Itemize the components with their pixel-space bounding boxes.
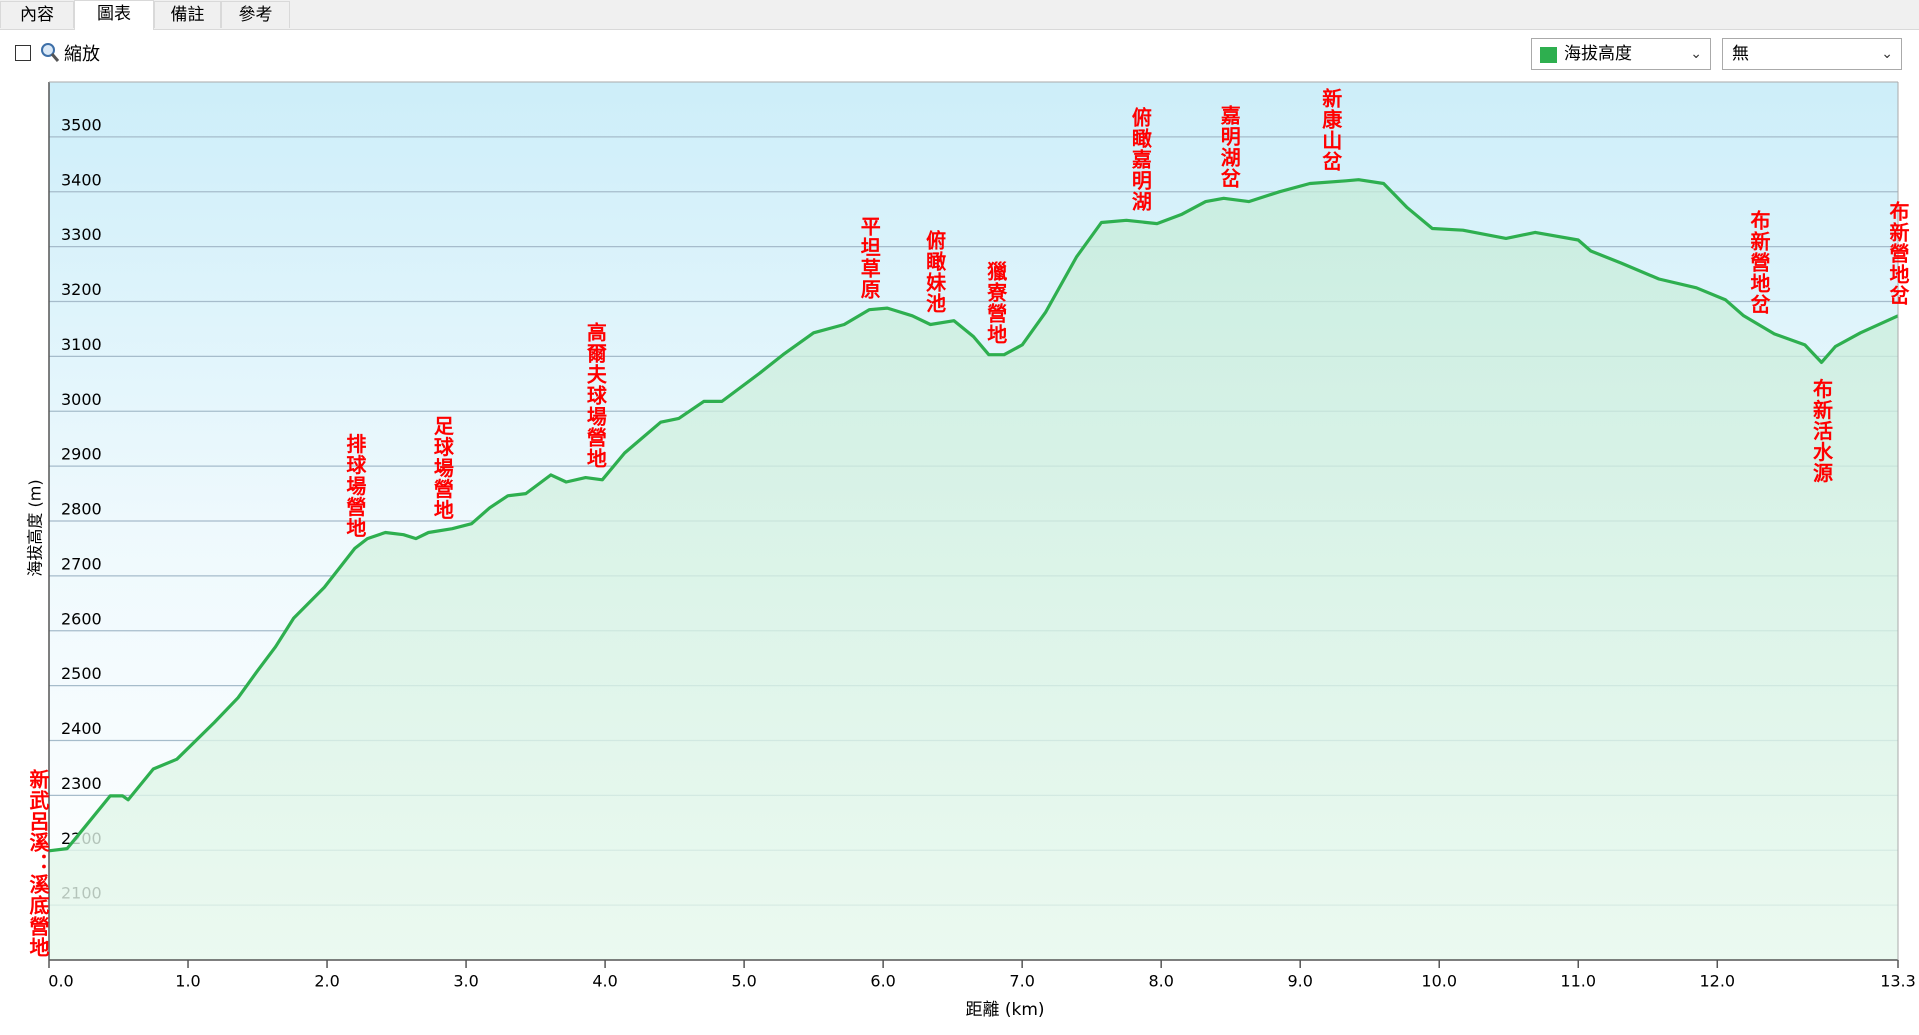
tab-bar: 內容 圖表 備註 參考 [0,0,1919,30]
y-tick-label: 3300 [61,225,102,244]
annotation: 俯瞰嘉明湖 [1128,105,1152,211]
x-tick-label: 13.3 [1880,972,1916,991]
annotation: 足球場營地 [430,415,454,520]
x-tick-label: 9.0 [1287,972,1312,991]
y-tick-label: 2300 [61,774,102,793]
annotation: 高爾夫球場營地 [583,321,607,469]
annotation: 布新營地岔 [1886,199,1910,305]
tab[interactable]: 參考 [221,1,290,28]
x-tick-label: 12.0 [1699,972,1735,991]
y-tick-label: 3400 [61,170,102,189]
tab[interactable]: 備註 [154,1,221,28]
x-tick-label: 4.0 [592,972,617,991]
magnifier-icon [41,43,60,62]
x-tick-label: 6.0 [870,972,895,991]
legend-swatch [1540,47,1557,63]
x-axis-title: 距離 (km) [965,1000,1044,1020]
x-tick-label: 10.0 [1421,972,1457,991]
tab[interactable]: 圖表 [74,0,154,30]
tab[interactable]: 內容 [0,1,74,28]
y-tick-label: 3200 [61,280,102,299]
annotation: 嘉明湖岔 [1217,104,1241,189]
elevation-line [48,178,1899,853]
annotation: 新康山岔 [1319,87,1343,172]
y-tick-label: 2900 [61,445,102,464]
dropdown-arrow: ⌄ [1881,46,1893,62]
y-tick-label: 2800 [61,500,102,519]
x-tick-label: 11.0 [1560,972,1596,991]
annotation: 俯瞰妹池 [923,228,947,313]
x-tick-label: 5.0 [731,972,756,991]
annotation: 布新營地岔 [1747,208,1771,314]
annotation: 新武呂溪：溪底營地 [26,768,50,958]
y-tick-label: 2400 [61,719,102,738]
compare-dropdown[interactable]: 無 ⌄ [1722,38,1902,70]
y-tick-label: 3100 [61,335,102,354]
series-dropdown[interactable]: 海拔高度 ⌄ [1531,38,1711,70]
compare-label: 無 [1732,44,1749,64]
y-axis-title: 海拔高度 (m) [26,479,45,576]
legend-label: 海拔高度 [1564,44,1632,64]
x-tick-label: 2.0 [314,972,339,991]
annotation: 平坦草原 [857,216,881,300]
annotation: 獵寮營地 [984,259,1008,344]
x-tick-label: 7.0 [1009,972,1034,991]
x-tick-label: 0.0 [48,972,73,991]
y-tick-label: 3500 [61,115,102,134]
toolbar: 縮放 海拔高度 ⌄ 無 ⌄ [0,30,1919,80]
y-tick-label: 2600 [61,609,102,628]
zoom-label: 縮放 [64,44,100,65]
x-tick-label: 8.0 [1148,972,1173,991]
y-tick-label: 2500 [61,664,102,683]
y-tick-label: 3000 [61,390,102,409]
annotation: 排球場營地 [343,432,367,538]
x-tick-label: 1.0 [175,972,200,991]
dropdown-arrow: ⌄ [1690,46,1702,62]
area-fill [49,179,1898,960]
annotation: 布新活水源 [1810,377,1834,483]
x-tick-label: 3.0 [453,972,478,991]
y-tick-label: 2700 [61,554,102,573]
zoom-checkbox[interactable] [15,45,31,61]
